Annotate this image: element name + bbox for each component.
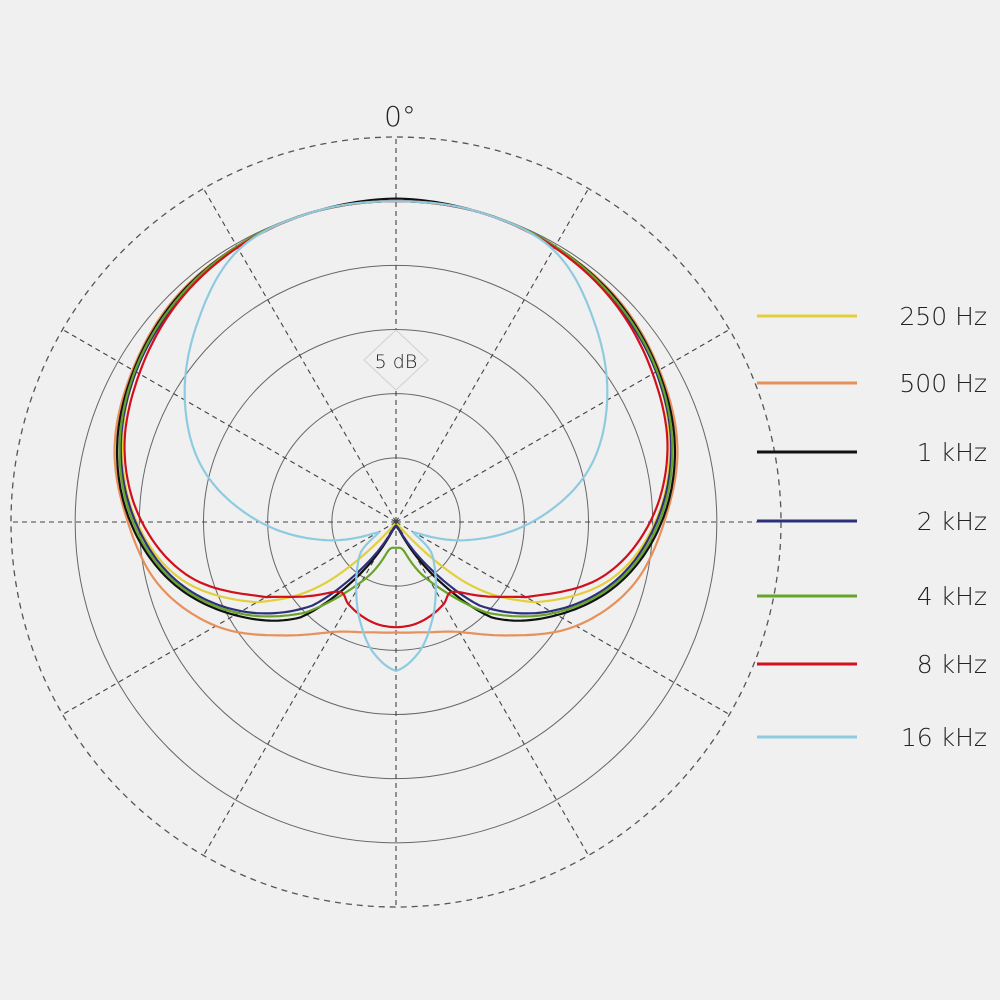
legend-label: 1 kHz (917, 438, 987, 467)
grid-spoke (395, 521, 589, 856)
polar-curves (113, 197, 679, 672)
series-curve-2-khz (119, 200, 673, 615)
grid-spoke (62, 521, 397, 715)
series-curve-500-hz (113, 200, 679, 637)
ring-label-text: 5 dB (375, 351, 418, 373)
grid-spoke (395, 329, 730, 523)
grid-spoke (395, 521, 730, 715)
legend-item: 2 kHz (757, 507, 987, 536)
legend-label: 500 Hz (899, 369, 987, 398)
legend-item: 16 kHz (757, 723, 987, 752)
legend-label: 8 kHz (917, 650, 987, 679)
legend-item: 500 Hz (757, 369, 987, 398)
legend-label: 16 kHz (901, 723, 987, 752)
legend-item: 4 kHz (757, 582, 987, 611)
legend-item: 250 Hz (757, 302, 987, 331)
series-curve-16-khz (183, 200, 609, 672)
ring-label: 5 dB (363, 329, 429, 391)
grid-spoke (62, 329, 397, 523)
series-curve-8-khz (123, 200, 669, 629)
ring-label-diamond (363, 329, 429, 391)
legend-item: 1 kHz (757, 438, 987, 467)
series-curve-4-khz (118, 200, 674, 618)
grid-spoke (395, 188, 589, 523)
polar-grid (10, 136, 782, 908)
legend-item: 8 kHz (757, 650, 987, 679)
legend: 250 Hz 500 Hz 1 kHz 2 kHz 4 kHz 8 kHz 16 kHz (757, 302, 987, 752)
grid-spoke (203, 521, 397, 856)
angle-label-0: 0° (384, 100, 416, 133)
legend-label: 4 kHz (917, 582, 987, 611)
legend-label: 2 kHz (917, 507, 987, 536)
legend-label: 250 Hz (899, 302, 987, 331)
grid-spoke (203, 188, 397, 523)
